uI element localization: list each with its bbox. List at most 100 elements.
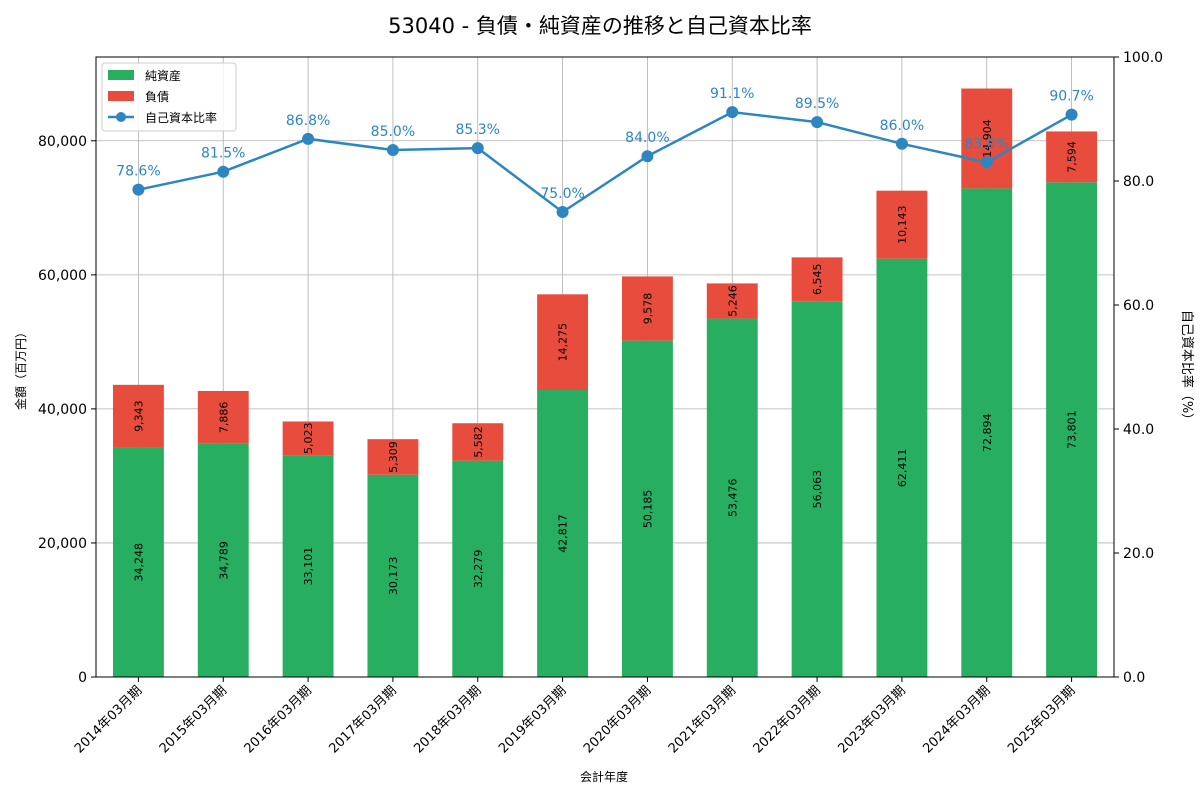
x-tick-label: 2018年03月期 <box>411 683 484 756</box>
legend-swatch-ratio-marker <box>116 112 126 122</box>
ratio-label: 85.0% <box>371 124 415 140</box>
ratio-point <box>556 206 569 218</box>
bar-liabilities <box>282 421 334 456</box>
ratio-point <box>726 106 739 119</box>
legend: 純資産 負債 自己資本比率 <box>101 62 237 132</box>
y-tick-label: 60,000 <box>38 268 87 284</box>
ratio-point <box>386 144 399 156</box>
ratio-point <box>1065 108 1078 121</box>
ratio-label: 90.7% <box>1049 89 1093 105</box>
x-tick-label: 2020年03月期 <box>581 683 654 756</box>
ratio-label: 89.5% <box>795 96 839 112</box>
bar-liabilities <box>367 439 419 475</box>
bar-liabilities <box>537 294 589 391</box>
bar-label-equity: 56,063 <box>811 470 824 509</box>
y-axis-label: 金額（百万円） <box>13 326 28 410</box>
legend-label-liabilities: 負債 <box>145 89 169 104</box>
ratio-point <box>895 137 908 150</box>
x-tick-label: 2025年03月期 <box>1005 683 1078 756</box>
bar-label-liabilities: 9,343 <box>132 400 145 432</box>
x-tick-label: 2022年03月期 <box>751 683 824 756</box>
y2-tick-label: 0.0 <box>1123 670 1145 686</box>
bar-label-liabilities: 6,545 <box>811 264 824 296</box>
x-tick-label: 2019年03月期 <box>496 683 569 756</box>
y-tick-label: 40,000 <box>38 402 87 418</box>
y-tick-label: 80,000 <box>38 134 87 150</box>
bar-liabilities <box>621 276 673 341</box>
x-tick-label: 2016年03月期 <box>242 683 315 756</box>
bar-liabilities <box>961 88 1013 189</box>
y2-tick-label: 40.0 <box>1123 422 1154 438</box>
bar-equity <box>367 474 419 677</box>
legend-label-ratio: 自己資本比率 <box>145 110 217 125</box>
legend-frame <box>101 62 237 132</box>
bar-label-liabilities: 5,246 <box>726 285 739 317</box>
chart-title: 53040 - 負債・純資産の推移と自己資本比率 <box>388 14 812 38</box>
bar-label-liabilities: 5,582 <box>472 426 485 458</box>
bar-label-equity: 62,411 <box>896 449 909 488</box>
bar-label-liabilities: 9,578 <box>641 293 654 325</box>
ratio-label: 75.0% <box>540 186 584 202</box>
bar-label-liabilities: 7,886 <box>217 402 230 434</box>
ratio-label: 86.8% <box>286 113 330 129</box>
legend-swatch-liabilities <box>108 91 134 101</box>
bar-equity <box>876 258 928 677</box>
ratio-label: 84.0% <box>625 130 669 146</box>
bar-liabilities <box>706 283 758 319</box>
bar-equity <box>282 455 334 677</box>
bar-label-liabilities: 5,309 <box>387 441 400 473</box>
bar-label-liabilities: 7,594 <box>1066 141 1079 173</box>
bar-label-equity: 50,185 <box>641 490 654 529</box>
bar-label-liabilities: 10,143 <box>896 205 909 244</box>
bar-label-liabilities: 14,904 <box>981 119 994 158</box>
y2-tick-label: 100.0 <box>1123 50 1163 66</box>
bar-liabilities <box>791 257 843 302</box>
ratio-point <box>302 132 315 145</box>
bar-liabilities <box>197 390 249 444</box>
plot-frame <box>95 56 1115 678</box>
y2-tick-label: 60.0 <box>1123 298 1154 314</box>
ratio-label: 86.0% <box>880 118 924 134</box>
bar-label-equity: 30,173 <box>387 557 400 596</box>
y-tick-label: 20,000 <box>38 536 87 552</box>
ratio-label: 83.0% <box>965 136 1009 152</box>
x-tick-label: 2024年03月期 <box>920 683 993 756</box>
ratio-point <box>641 150 654 163</box>
y2-tick-label: 20.0 <box>1123 546 1154 562</box>
bar-label-layer: 34,248 9,343 34,789 7,886 33,101 5,023 30,173 5… <box>132 119 1078 595</box>
y2-tick-label: 80.0 <box>1123 174 1154 190</box>
ratio-point <box>217 165 230 178</box>
ratio-label: 91.1% <box>710 86 754 102</box>
y2-axis-label: 自己資本比率（%） <box>1179 310 1195 426</box>
x-tick-label: 2014年03月期 <box>72 683 145 756</box>
x-axis-label: 会計年度 <box>580 769 628 784</box>
bar-label-equity: 53,476 <box>726 479 739 518</box>
bar-label-equity: 33,101 <box>302 547 315 586</box>
bars-layer <box>112 88 1098 677</box>
bar-equity <box>452 460 504 677</box>
bar-equity <box>112 447 164 677</box>
bar-equity <box>1046 182 1098 677</box>
bar-label-liabilities: 5,023 <box>302 423 315 455</box>
ratio-point <box>980 156 993 169</box>
bar-equity <box>961 188 1013 677</box>
bar-label-equity: 32,279 <box>472 550 485 589</box>
bar-label-equity: 73,801 <box>1066 410 1079 449</box>
ratio-label: 81.5% <box>201 146 245 162</box>
bar-label-equity: 34,789 <box>217 541 230 580</box>
legend-swatch-equity <box>108 70 134 80</box>
x-tick-label: 2017年03月期 <box>326 683 399 756</box>
bar-label-equity: 42,817 <box>557 514 570 553</box>
bar-liabilities <box>452 423 504 461</box>
bar-equity <box>791 301 843 677</box>
bar-equity <box>537 390 589 677</box>
x-tick-label: 2023年03月期 <box>835 683 908 756</box>
y-tick-label: 0 <box>78 670 87 686</box>
legend-label-equity: 純資産 <box>145 68 181 83</box>
bar-liabilities <box>112 384 164 448</box>
bar-liabilities <box>876 190 928 259</box>
x-tick-label: 2021年03月期 <box>666 683 739 756</box>
bar-label-liabilities: 14,275 <box>557 323 570 362</box>
bar-equity <box>706 318 758 677</box>
ratio-point <box>132 183 145 196</box>
